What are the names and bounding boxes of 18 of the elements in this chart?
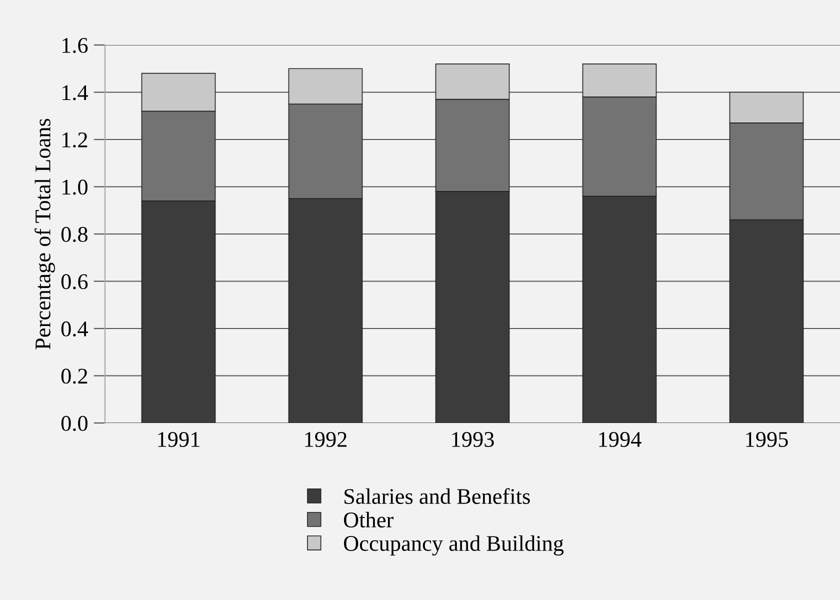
x-tick-label: 1991 (158, 432, 200, 447)
legend-label: Other (344, 512, 394, 528)
y-tick-label: 0.0 (61, 416, 88, 432)
x-tick-label: 1993 (452, 432, 494, 447)
x-tick-label: 1994 (599, 432, 642, 447)
x-tick-label: 1995 (746, 432, 788, 447)
y-tick-label: 0.8 (61, 226, 88, 242)
y-tick-label: 0.4 (61, 321, 88, 337)
y-tick-label: 0.2 (61, 368, 88, 384)
legend-label: Salaries and Benefits (344, 488, 530, 504)
y-tick-label: 0.6 (61, 274, 88, 290)
x-tick-label: 1992 (305, 432, 346, 447)
y-tick-label: 1.4 (62, 85, 88, 100)
y-axis-title: Percentage of Total Loans (34, 118, 55, 350)
y-tick-label: 1.6 (62, 38, 88, 54)
y-tick-label: 1.2 (62, 132, 88, 148)
legend-label: Occupancy and Building (344, 535, 564, 556)
y-tick-label: 1.0 (62, 180, 88, 195)
